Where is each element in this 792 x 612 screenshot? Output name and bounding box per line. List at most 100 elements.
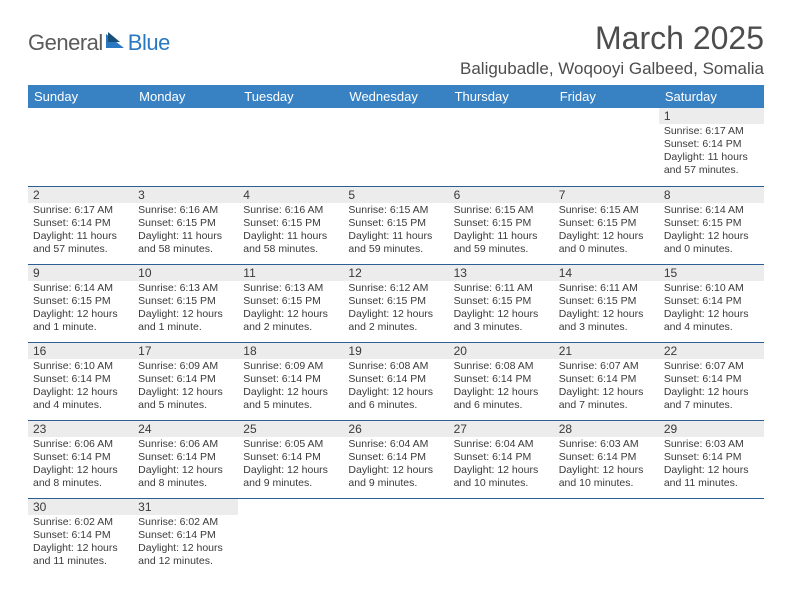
day-number: 7 [554,187,659,203]
day-details: Sunrise: 6:08 AMSunset: 6:14 PMDaylight:… [449,359,554,415]
day-number: 29 [659,421,764,437]
calendar-week-row: 16Sunrise: 6:10 AMSunset: 6:14 PMDayligh… [28,342,764,420]
month-title: March 2025 [460,20,764,57]
calendar-day-cell [554,108,659,186]
calendar-day-cell: 25Sunrise: 6:05 AMSunset: 6:14 PMDayligh… [238,420,343,498]
daylight-line: Daylight: 12 hours and 7 minutes. [664,386,759,412]
calendar-day-cell [238,108,343,186]
day-details: Sunrise: 6:11 AMSunset: 6:15 PMDaylight:… [554,281,659,337]
day-number: 28 [554,421,659,437]
day-details: Sunrise: 6:07 AMSunset: 6:14 PMDaylight:… [554,359,659,415]
calendar-day-cell: 18Sunrise: 6:09 AMSunset: 6:14 PMDayligh… [238,342,343,420]
day-header: Wednesday [343,85,448,108]
day-number: 8 [659,187,764,203]
logo-text-general: General [28,30,103,56]
calendar-day-cell [343,108,448,186]
sunset-line: Sunset: 6:15 PM [454,217,549,230]
sunrise-line: Sunrise: 6:04 AM [348,438,443,451]
day-details: Sunrise: 6:07 AMSunset: 6:14 PMDaylight:… [659,359,764,415]
daylight-line: Daylight: 12 hours and 10 minutes. [559,464,654,490]
daylight-line: Daylight: 11 hours and 58 minutes. [138,230,233,256]
day-number: 22 [659,343,764,359]
day-number: 3 [133,187,238,203]
location-subtitle: Baligubadle, Woqooyi Galbeed, Somalia [460,59,764,79]
sunrise-line: Sunrise: 6:02 AM [33,516,128,529]
calendar-day-cell: 1Sunrise: 6:17 AMSunset: 6:14 PMDaylight… [659,108,764,186]
day-details: Sunrise: 6:16 AMSunset: 6:15 PMDaylight:… [238,203,343,259]
day-details: Sunrise: 6:10 AMSunset: 6:14 PMDaylight:… [28,359,133,415]
sunrise-line: Sunrise: 6:04 AM [454,438,549,451]
sunset-line: Sunset: 6:14 PM [33,529,128,542]
sunset-line: Sunset: 6:15 PM [348,217,443,230]
daylight-line: Daylight: 12 hours and 8 minutes. [138,464,233,490]
day-number: 18 [238,343,343,359]
daylight-line: Daylight: 12 hours and 3 minutes. [454,308,549,334]
sunset-line: Sunset: 6:15 PM [138,217,233,230]
day-number: 13 [449,265,554,281]
day-header-row: Sunday Monday Tuesday Wednesday Thursday… [28,85,764,108]
sunset-line: Sunset: 6:14 PM [348,373,443,386]
sunset-line: Sunset: 6:14 PM [243,451,338,464]
calendar-week-row: 30Sunrise: 6:02 AMSunset: 6:14 PMDayligh… [28,498,764,576]
day-details: Sunrise: 6:13 AMSunset: 6:15 PMDaylight:… [238,281,343,337]
day-details: Sunrise: 6:02 AMSunset: 6:14 PMDaylight:… [28,515,133,571]
daylight-line: Daylight: 11 hours and 59 minutes. [454,230,549,256]
day-number: 31 [133,499,238,515]
title-group: March 2025 Baligubadle, Woqooyi Galbeed,… [460,20,764,79]
sunset-line: Sunset: 6:15 PM [454,295,549,308]
day-details: Sunrise: 6:16 AMSunset: 6:15 PMDaylight:… [133,203,238,259]
daylight-line: Daylight: 11 hours and 58 minutes. [243,230,338,256]
day-number: 23 [28,421,133,437]
calendar-day-cell: 10Sunrise: 6:13 AMSunset: 6:15 PMDayligh… [133,264,238,342]
daylight-line: Daylight: 12 hours and 7 minutes. [559,386,654,412]
sunrise-line: Sunrise: 6:11 AM [454,282,549,295]
calendar-day-cell: 20Sunrise: 6:08 AMSunset: 6:14 PMDayligh… [449,342,554,420]
daylight-line: Daylight: 12 hours and 1 minute. [33,308,128,334]
sunset-line: Sunset: 6:14 PM [33,373,128,386]
day-header: Friday [554,85,659,108]
calendar-day-cell [659,498,764,576]
page-header: General Blue March 2025 Baligubadle, Woq… [28,20,764,79]
sunrise-line: Sunrise: 6:12 AM [348,282,443,295]
sunrise-line: Sunrise: 6:03 AM [559,438,654,451]
day-number: 15 [659,265,764,281]
calendar-day-cell: 31Sunrise: 6:02 AMSunset: 6:14 PMDayligh… [133,498,238,576]
day-header: Sunday [28,85,133,108]
day-details: Sunrise: 6:14 AMSunset: 6:15 PMDaylight:… [28,281,133,337]
calendar-day-cell [343,498,448,576]
day-details: Sunrise: 6:14 AMSunset: 6:15 PMDaylight:… [659,203,764,259]
day-number: 11 [238,265,343,281]
day-number: 19 [343,343,448,359]
day-details: Sunrise: 6:11 AMSunset: 6:15 PMDaylight:… [449,281,554,337]
daylight-line: Daylight: 12 hours and 9 minutes. [348,464,443,490]
sunrise-line: Sunrise: 6:14 AM [664,204,759,217]
sunset-line: Sunset: 6:14 PM [138,451,233,464]
sunrise-line: Sunrise: 6:16 AM [243,204,338,217]
sunset-line: Sunset: 6:14 PM [33,217,128,230]
daylight-line: Daylight: 11 hours and 57 minutes. [664,151,759,177]
calendar-table: Sunday Monday Tuesday Wednesday Thursday… [28,85,764,576]
sunset-line: Sunset: 6:15 PM [243,217,338,230]
sunset-line: Sunset: 6:14 PM [559,451,654,464]
calendar-day-cell: 6Sunrise: 6:15 AMSunset: 6:15 PMDaylight… [449,186,554,264]
day-number: 20 [449,343,554,359]
daylight-line: Daylight: 11 hours and 57 minutes. [33,230,128,256]
day-details: Sunrise: 6:06 AMSunset: 6:14 PMDaylight:… [133,437,238,493]
day-number: 6 [449,187,554,203]
sunrise-line: Sunrise: 6:17 AM [664,125,759,138]
calendar-day-cell: 28Sunrise: 6:03 AMSunset: 6:14 PMDayligh… [554,420,659,498]
calendar-week-row: 23Sunrise: 6:06 AMSunset: 6:14 PMDayligh… [28,420,764,498]
sunrise-line: Sunrise: 6:07 AM [559,360,654,373]
sunrise-line: Sunrise: 6:15 AM [559,204,654,217]
sunset-line: Sunset: 6:15 PM [559,217,654,230]
calendar-day-cell: 26Sunrise: 6:04 AMSunset: 6:14 PMDayligh… [343,420,448,498]
sunset-line: Sunset: 6:15 PM [559,295,654,308]
sunset-line: Sunset: 6:14 PM [454,373,549,386]
daylight-line: Daylight: 12 hours and 10 minutes. [454,464,549,490]
day-number: 10 [133,265,238,281]
day-number: 27 [449,421,554,437]
daylight-line: Daylight: 12 hours and 6 minutes. [454,386,549,412]
calendar-day-cell [449,108,554,186]
daylight-line: Daylight: 11 hours and 59 minutes. [348,230,443,256]
day-details: Sunrise: 6:06 AMSunset: 6:14 PMDaylight:… [28,437,133,493]
